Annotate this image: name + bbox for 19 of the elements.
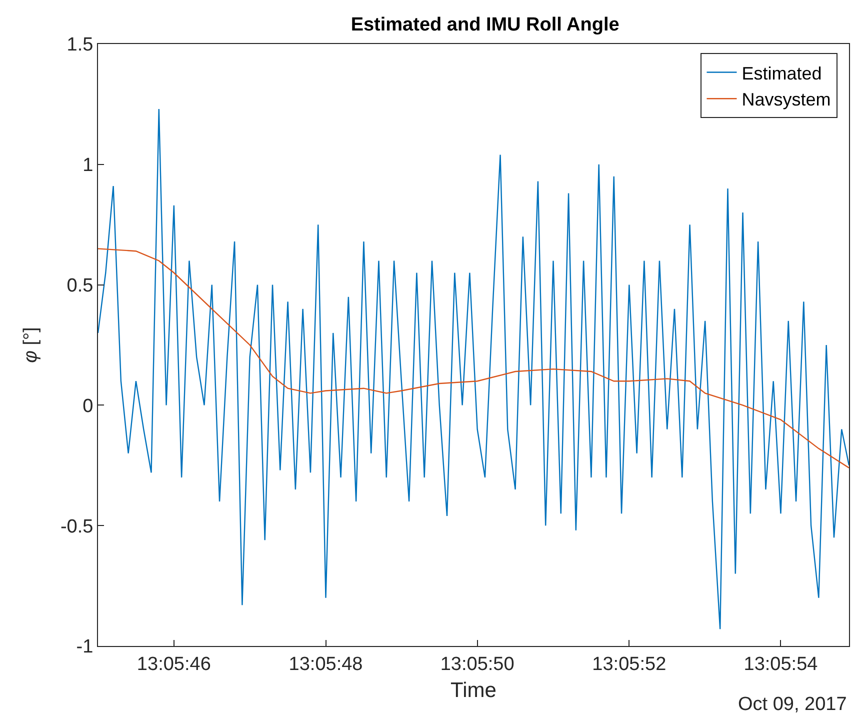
line-series [98,108,849,630]
y-tick-label: 0.5 [66,275,94,296]
legend-label: Navsystem [742,90,831,110]
y-axis-title: φ [°] [20,327,42,363]
y-tick-label: -0.5 [60,516,94,538]
x-tick-label: 13:05:46 [136,654,211,675]
y-tick-label: -1 [76,636,94,658]
y-tick-label: 1 [82,155,94,176]
x-tick-label: 13:05:48 [288,654,363,675]
x-tick-label: 13:05:54 [744,654,818,675]
y-tick-label: 0 [82,396,94,417]
x-tick-label: 13:05:50 [440,654,514,675]
y-tick-label: 1.5 [66,34,94,56]
chart-title: Estimated and IMU Roll Angle [350,14,620,36]
x-axis-title: Time [450,679,496,702]
line-series [98,248,849,468]
x-tick-label: 13:05:52 [592,654,666,675]
text: Oct 09, 2017 [738,694,847,715]
legend-label: Estimated [742,63,822,84]
